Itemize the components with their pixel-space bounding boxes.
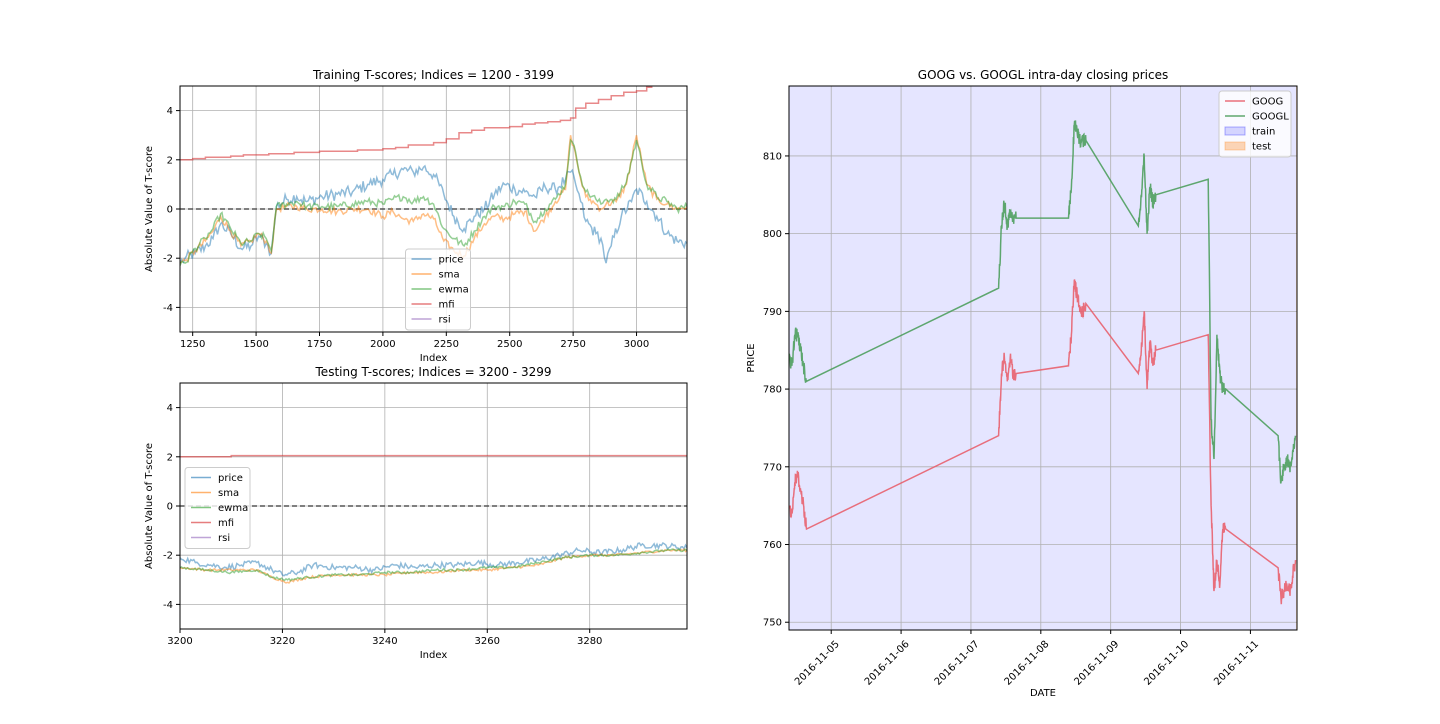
x-tick-label: 2016-11-09: [1072, 639, 1121, 688]
y-tick-label: 4: [167, 106, 173, 117]
series-line-ewma: [180, 138, 687, 266]
y-tick-label: 0: [167, 205, 173, 216]
legend: GOOG GOOGL train test: [1218, 90, 1292, 158]
series-line-mfi: [180, 454, 687, 458]
legend-label: ewma: [439, 285, 469, 296]
x-tick-label: 2016-11-07: [933, 639, 982, 688]
x-tick-label: 2016-11-06: [863, 639, 912, 688]
series-line-mfi: [180, 86, 653, 161]
legend-label: price: [218, 473, 243, 484]
plot-area-1: [180, 454, 687, 584]
legend-label: rsi: [218, 533, 230, 544]
axes-frame: [788, 85, 1298, 631]
legend-swatch: [1224, 141, 1246, 151]
legend-label: ewma: [218, 503, 248, 514]
legend-label: sma: [439, 270, 460, 281]
y-tick-label: 760: [763, 540, 782, 551]
legend-label: train: [1252, 127, 1275, 138]
x-tick-label: 3280: [577, 636, 602, 647]
legend-label: rsi: [439, 315, 451, 326]
series-line-GOOGL: [789, 120, 1297, 484]
chart-title: Testing T-scores; Indices = 3200 - 3299: [315, 365, 552, 379]
x-tick-label: 2016-11-10: [1142, 639, 1191, 688]
legend-label: mfi: [439, 300, 455, 311]
series-line-sma: [180, 135, 687, 264]
legend-label: GOOG: [1252, 97, 1283, 108]
x-tick-label: 3000: [624, 339, 649, 350]
legend-swatch: [1224, 126, 1246, 136]
legend: price sma ewma mfi rsi: [184, 467, 251, 549]
legend-label: sma: [218, 488, 239, 499]
x-tick-label: 3200: [167, 636, 192, 647]
x-tick-label: 1500: [243, 339, 268, 350]
legend-label: price: [439, 255, 464, 266]
x-tick-label: 2750: [560, 339, 585, 350]
x-tick-label: 2250: [434, 339, 459, 350]
x-axis-label: Index: [420, 353, 448, 364]
series-line-GOOG: [789, 279, 1297, 605]
y-axis-label: Absolute Value of T-score: [144, 146, 155, 272]
chart-2: 2016-11-05 2016-11-06 2016-11-07 2016-11-08…: [746, 68, 1298, 699]
plot-area-0: [180, 86, 687, 266]
legend-box: [405, 248, 471, 331]
legend-label: GOOGL: [1252, 112, 1289, 123]
x-tick-label: 2000: [370, 339, 395, 350]
x-axis-label: DATE: [1030, 688, 1056, 699]
y-tick-label: 790: [763, 307, 782, 318]
y-tick-label: -2: [163, 254, 173, 265]
chart-0: 1250 1500 1750 2000 2250 2500 2750 3000 -4 -2 0 2 4 T…: [144, 68, 688, 364]
y-tick-label: 4: [167, 403, 173, 414]
x-tick-label: 1750: [307, 339, 332, 350]
x-tick-label: 1250: [180, 339, 205, 350]
x-tick-label: 2016-11-08: [1003, 639, 1052, 688]
y-tick-label: 800: [763, 229, 782, 240]
y-tick-label: -4: [163, 303, 173, 314]
legend-label: test: [1252, 142, 1271, 153]
x-tick-label: 2500: [497, 339, 522, 350]
legend-label: mfi: [218, 518, 234, 529]
chart-1: 3200 3220 3240 3260 3280 -4 -2 0 2 4 Testing T-sco…: [144, 365, 688, 661]
shaded-region-train: [789, 86, 1297, 630]
x-axis-label: Index: [420, 650, 448, 661]
y-tick-label: 810: [763, 151, 782, 162]
y-tick-label: 750: [763, 618, 782, 629]
legend: price sma ewma mfi rsi: [405, 248, 471, 331]
x-tick-label: 3220: [270, 636, 295, 647]
series-line-price: [180, 164, 687, 264]
chart-title: GOOG vs. GOOGL intra-day closing prices: [918, 68, 1168, 82]
y-tick-label: 2: [167, 155, 173, 166]
series-line-ewma: [180, 548, 687, 582]
x-tick-label: 2016-11-05: [793, 639, 842, 688]
legend-box: [184, 467, 251, 549]
y-tick-label: -2: [163, 551, 173, 562]
x-tick-label: 3240: [372, 636, 397, 647]
y-tick-label: 770: [763, 462, 782, 473]
x-tick-label: 3260: [475, 636, 500, 647]
x-tick-label: 2016-11-11: [1212, 639, 1261, 688]
y-tick-label: -4: [163, 600, 173, 611]
series-line-price: [180, 541, 687, 577]
chart-title: Training T-scores; Indices = 1200 - 3199: [312, 68, 554, 82]
legend-box: [1218, 90, 1292, 158]
y-tick-label: 2: [167, 452, 173, 463]
y-tick-label: 780: [763, 385, 782, 396]
plot-area-2: [789, 120, 1297, 605]
y-axis-label: PRICE: [746, 343, 757, 372]
y-tick-label: 0: [167, 502, 173, 513]
y-axis-label: Absolute Value of T-score: [144, 443, 155, 569]
